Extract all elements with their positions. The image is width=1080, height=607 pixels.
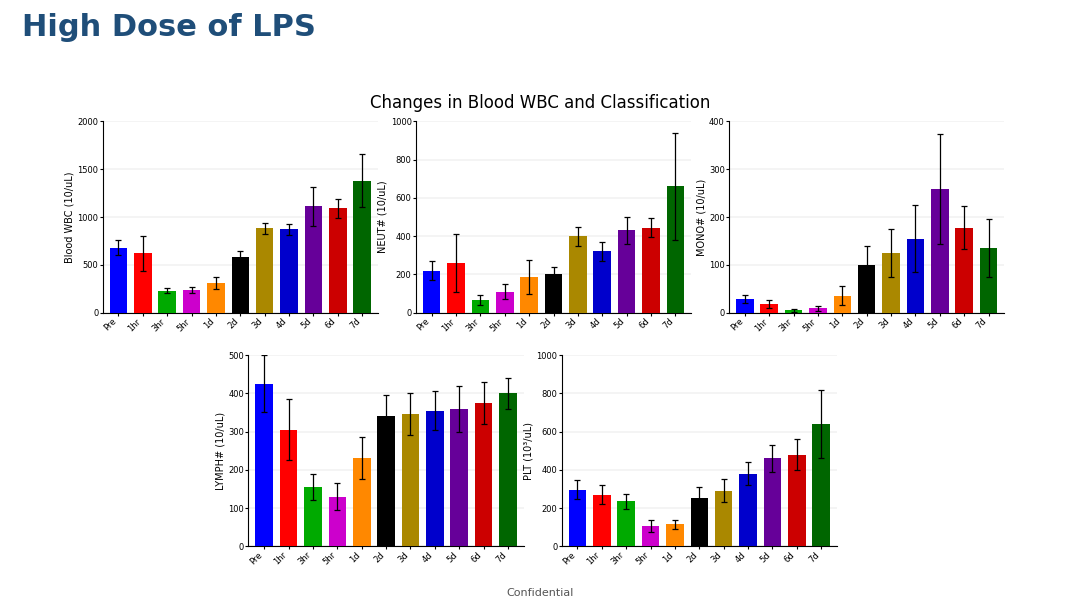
Bar bbox=[353, 458, 370, 546]
Bar bbox=[760, 304, 778, 313]
Bar bbox=[737, 299, 754, 313]
Bar bbox=[447, 263, 464, 313]
Y-axis label: Blood WBC (10/uL): Blood WBC (10/uL) bbox=[65, 171, 75, 263]
Bar bbox=[858, 265, 876, 313]
Bar bbox=[740, 473, 757, 546]
Bar bbox=[256, 228, 273, 313]
Bar bbox=[907, 239, 924, 313]
Bar bbox=[812, 424, 829, 546]
Bar bbox=[715, 491, 732, 546]
Bar bbox=[785, 310, 802, 313]
Bar bbox=[159, 291, 176, 313]
Text: Changes in Blood WBC and Classification: Changes in Blood WBC and Classification bbox=[369, 94, 711, 112]
Text: High Dose of LPS: High Dose of LPS bbox=[22, 13, 315, 42]
Bar bbox=[231, 257, 249, 313]
Bar bbox=[980, 248, 997, 313]
Bar bbox=[931, 189, 948, 313]
Bar bbox=[472, 300, 489, 313]
Y-axis label: LYMPH# (10/uL): LYMPH# (10/uL) bbox=[216, 412, 226, 490]
Bar bbox=[618, 231, 635, 313]
Bar bbox=[956, 228, 973, 313]
Bar bbox=[427, 410, 444, 546]
Bar bbox=[496, 291, 513, 313]
Bar bbox=[353, 181, 370, 313]
Bar bbox=[280, 430, 297, 546]
Text: Confidential: Confidential bbox=[507, 588, 573, 598]
Bar bbox=[809, 308, 826, 313]
Bar bbox=[594, 251, 611, 313]
Bar bbox=[256, 384, 273, 546]
Bar bbox=[377, 416, 395, 546]
Bar bbox=[593, 495, 610, 546]
Bar bbox=[183, 290, 200, 313]
Bar bbox=[569, 236, 586, 313]
Bar bbox=[305, 206, 322, 313]
Bar bbox=[642, 526, 659, 546]
Bar bbox=[666, 186, 684, 313]
Bar bbox=[423, 271, 441, 313]
Y-axis label: PLT (10³/uL): PLT (10³/uL) bbox=[524, 422, 534, 480]
Bar bbox=[764, 458, 781, 546]
Bar bbox=[475, 403, 492, 546]
Bar bbox=[281, 229, 298, 313]
Bar bbox=[134, 253, 151, 313]
Bar bbox=[329, 208, 347, 313]
Bar bbox=[666, 524, 684, 546]
Bar bbox=[402, 415, 419, 546]
Bar bbox=[569, 490, 586, 546]
Bar bbox=[788, 455, 806, 546]
Bar bbox=[834, 296, 851, 313]
Bar bbox=[207, 283, 225, 313]
Bar bbox=[450, 409, 468, 546]
Bar bbox=[544, 274, 563, 313]
Bar bbox=[521, 277, 538, 313]
Bar bbox=[690, 498, 708, 546]
Y-axis label: NEUT# (10/uL): NEUT# (10/uL) bbox=[378, 181, 388, 253]
Bar bbox=[110, 248, 127, 313]
Bar bbox=[618, 501, 635, 546]
Bar bbox=[643, 228, 660, 313]
Bar bbox=[882, 253, 900, 313]
Y-axis label: MONO# (10/uL): MONO# (10/uL) bbox=[697, 178, 706, 256]
Bar bbox=[499, 393, 516, 546]
Bar bbox=[305, 487, 322, 546]
Bar bbox=[328, 497, 346, 546]
